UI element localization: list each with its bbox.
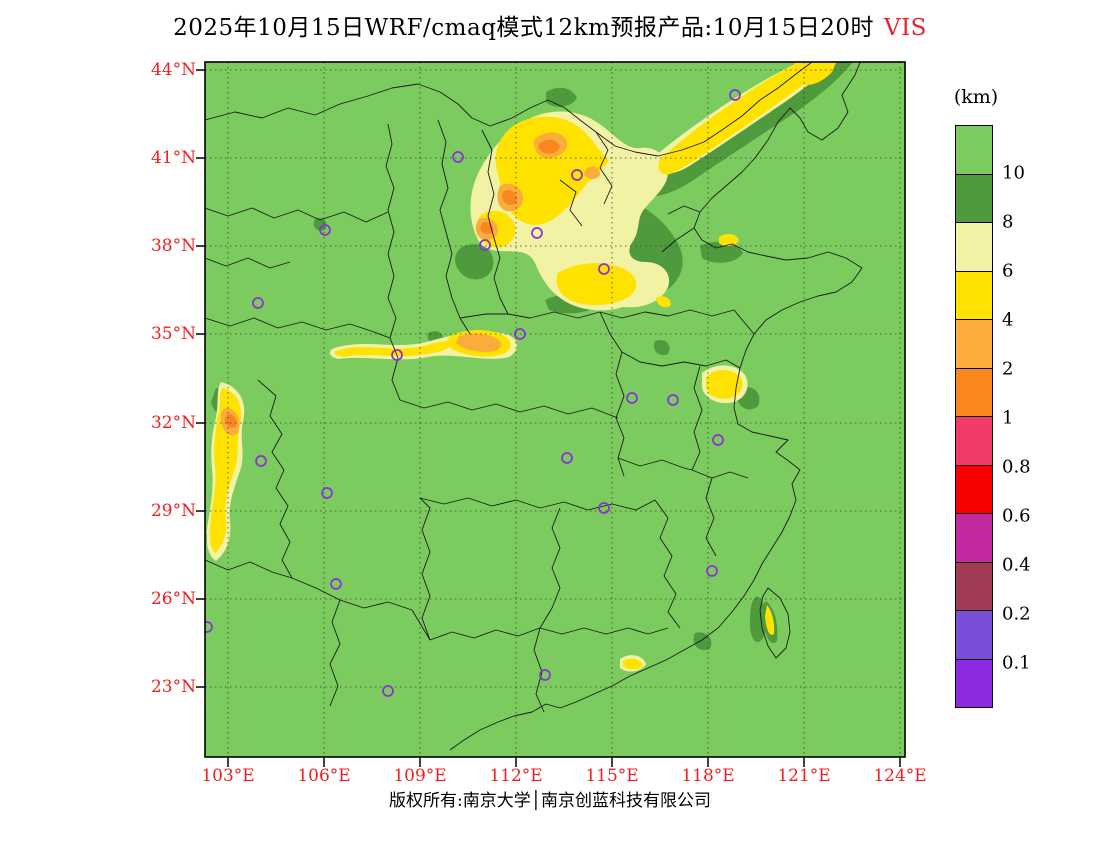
lon-label: 118°E (681, 766, 735, 786)
legend-cell (955, 125, 993, 175)
legend-label: 4 (1002, 309, 1014, 331)
legend-unit: (km) (953, 86, 999, 108)
lon-label: 124°E (873, 766, 927, 786)
patches-4-6km (209, 62, 837, 670)
station-marker (598, 263, 610, 275)
legend-labels: 10 8 6 4 2 1 0.8 0.6 0.4 0.2 0.1 (1002, 125, 1072, 725)
province-boundaries (205, 62, 863, 751)
legend-label: 0.8 (1002, 456, 1031, 478)
station-markers (205, 89, 741, 697)
lon-label: 112°E (489, 766, 543, 786)
station-marker (452, 151, 464, 163)
lat-label: 23°N (150, 677, 196, 697)
legend-label: 0.6 (1002, 505, 1031, 527)
lat-label: 26°N (150, 589, 196, 609)
page-title: 2025年10月15日WRF/cmaq模式12km预报产品:10月15日20时 V… (0, 8, 1100, 42)
legend-cell (955, 319, 993, 369)
station-marker (571, 169, 583, 181)
station-marker (321, 487, 333, 499)
station-marker (319, 224, 331, 236)
legend-cell (955, 416, 993, 466)
station-marker (561, 452, 573, 464)
legend-cell (955, 173, 993, 223)
copyright-text: 版权所有:南京大学│南京创蓝科技有限公司 (389, 791, 711, 811)
lat-label: 35°N (150, 324, 196, 344)
station-marker (255, 455, 267, 467)
legend-cell (955, 222, 993, 272)
station-marker (626, 392, 638, 404)
station-marker (391, 349, 403, 361)
station-marker (205, 621, 213, 633)
lon-label: 106°E (297, 766, 351, 786)
lon-label: 103°E (201, 766, 255, 786)
legend-label: 8 (1002, 211, 1014, 233)
legend-label: 0.4 (1002, 554, 1031, 576)
legend-cell (955, 658, 993, 708)
legend-label: 10 (1002, 162, 1025, 184)
taiwan-outline (759, 587, 791, 659)
graticule-grid (205, 62, 905, 757)
lat-label: 41°N (150, 148, 196, 168)
legend-label: 0.1 (1002, 652, 1031, 674)
station-marker (330, 578, 342, 590)
lat-label: 29°N (150, 501, 196, 521)
station-marker (252, 297, 264, 309)
axis-ticks (196, 69, 901, 767)
station-marker (729, 89, 741, 101)
station-marker (382, 685, 394, 697)
station-marker (479, 239, 491, 251)
station-marker (539, 669, 551, 681)
map-frame (204, 61, 906, 758)
station-marker (706, 565, 718, 577)
lon-label: 115°E (585, 766, 639, 786)
lat-label: 38°N (150, 236, 196, 256)
legend-cell (955, 270, 993, 320)
legend-cell (955, 561, 993, 611)
legend-label: 1 (1002, 407, 1014, 429)
lon-label: 109°E (393, 766, 447, 786)
lat-label: 32°N (150, 413, 196, 433)
legend-cell (955, 367, 993, 417)
station-marker (514, 328, 526, 340)
legend-label: 0.2 (1002, 603, 1031, 625)
legend-cell (955, 513, 993, 563)
lon-label: 121°E (777, 766, 831, 786)
station-marker (712, 434, 724, 446)
station-marker (598, 502, 610, 514)
title-text: 2025年10月15日WRF/cmaq模式12km预报产品:10月15日20时 (173, 15, 874, 41)
station-marker (667, 394, 679, 406)
title-variable-vis: VIS (883, 15, 927, 41)
legend-cell (955, 610, 993, 660)
lat-label: 44°N (150, 60, 196, 80)
legend-label: 2 (1002, 358, 1014, 380)
legend-label: 6 (1002, 260, 1014, 282)
legend-cell (955, 464, 993, 514)
station-marker (531, 227, 543, 239)
legend-colorbar (955, 125, 993, 708)
